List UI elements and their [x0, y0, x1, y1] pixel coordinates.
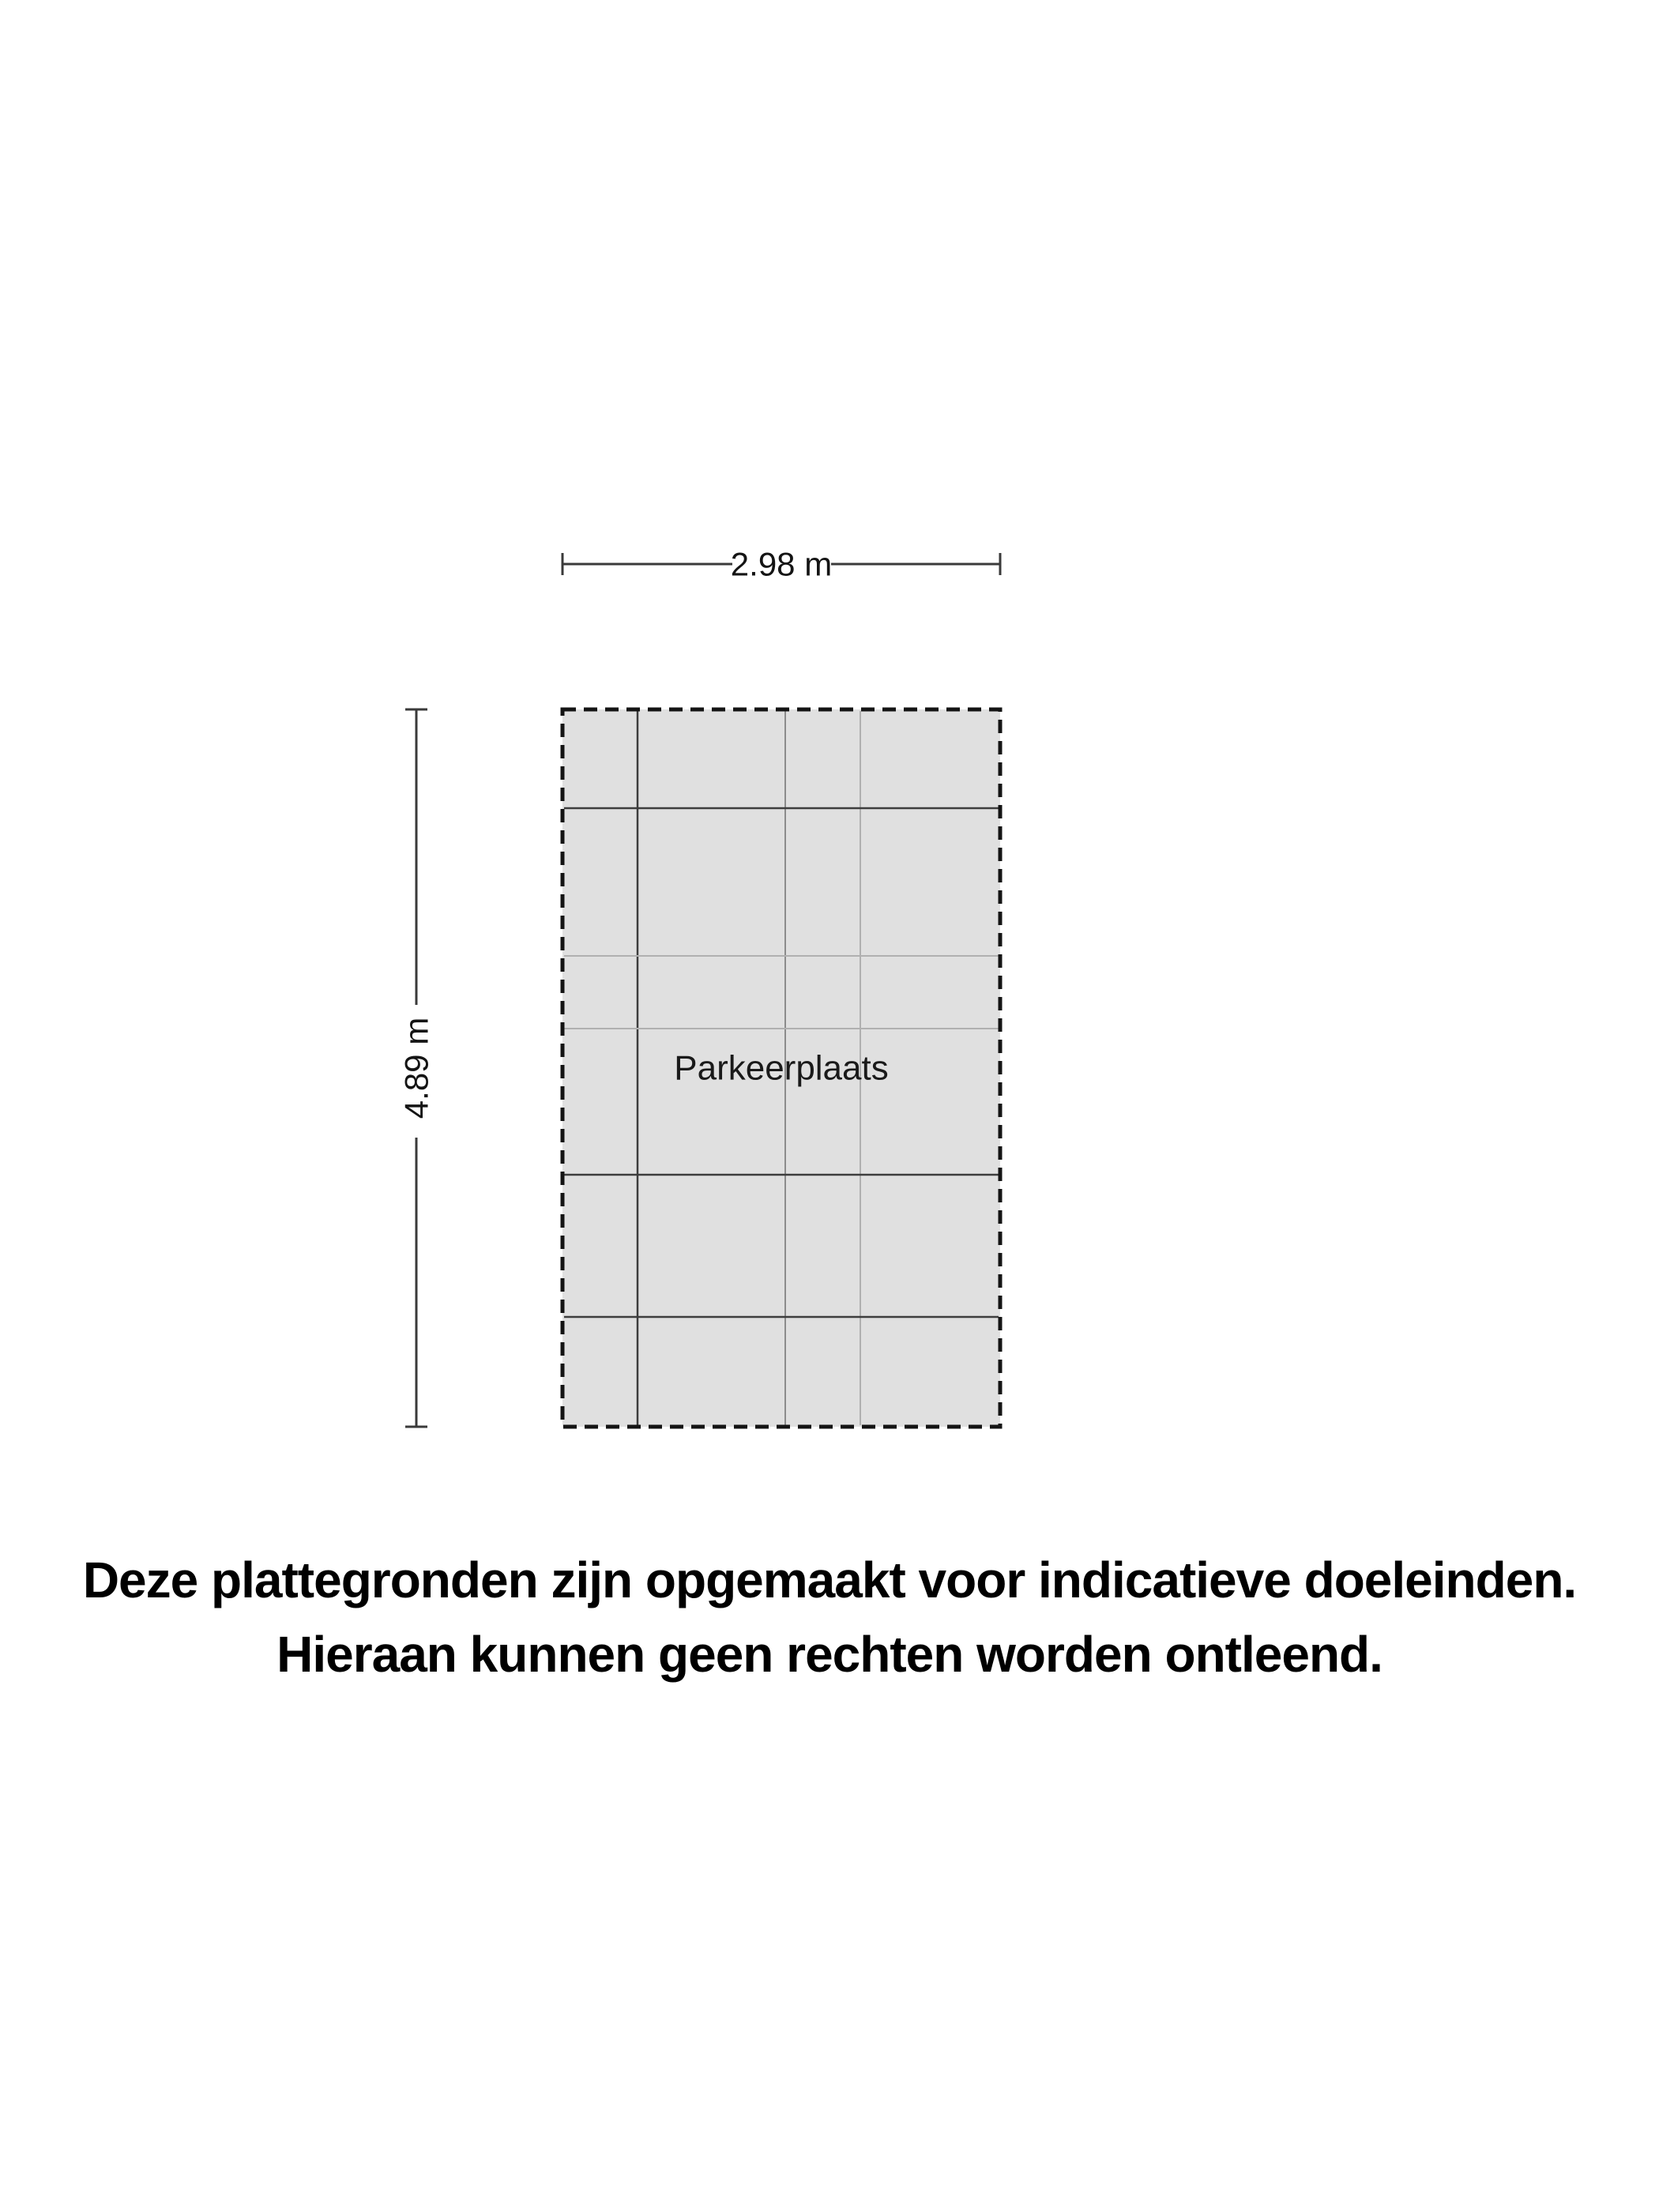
disclaimer-line-1: Deze plattegronden zijn opgemaakt voor i… — [82, 1552, 1577, 1608]
parking-space: Parkeerplaats — [560, 707, 1003, 1429]
height-dimension-label: 4.89 m — [398, 1018, 435, 1119]
width-dimension: 2.98 m — [561, 546, 1002, 583]
disclaimer-line-2: Hieraan kunnen geen rechten worden ontle… — [276, 1626, 1383, 1683]
disclaimer: Deze plattegronden zijn opgemaakt voor i… — [0, 1543, 1659, 1691]
room-label: Parkeerplaats — [674, 1049, 888, 1088]
height-dimension: 4.89 m — [398, 708, 435, 1428]
width-dimension-label: 2.98 m — [731, 546, 832, 583]
dashed-border — [560, 707, 1003, 1429]
floor-area — [562, 709, 1000, 1427]
